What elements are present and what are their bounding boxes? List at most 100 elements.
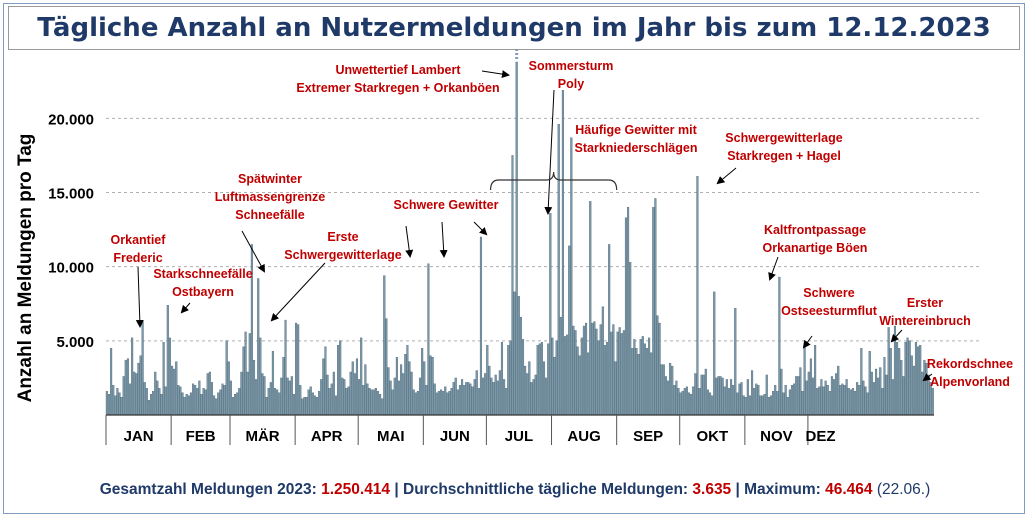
annotation-label: Erste Schwergewitterlage (284, 230, 401, 262)
bar (654, 198, 657, 416)
bar (154, 371, 157, 416)
bar (442, 391, 445, 416)
bar (482, 377, 485, 416)
bar (652, 207, 655, 416)
annotation-label: Schwere Ostseesturmflut (781, 286, 878, 318)
bar (393, 377, 396, 416)
bar (891, 379, 894, 416)
bar (240, 371, 243, 416)
bar (801, 391, 804, 416)
bar (160, 394, 163, 416)
bar (818, 386, 821, 416)
bar (666, 380, 670, 416)
bar (595, 328, 598, 416)
bar (278, 392, 281, 416)
bar (828, 391, 831, 416)
bar (114, 395, 117, 416)
bar (431, 356, 434, 416)
bar (902, 376, 905, 416)
bar (414, 392, 417, 416)
bar (183, 397, 186, 416)
bar (257, 278, 260, 416)
bar (593, 321, 596, 416)
bar (797, 376, 800, 416)
bar (807, 371, 810, 416)
bar (360, 337, 363, 416)
month-label: JAN (124, 428, 154, 445)
bar (696, 176, 699, 416)
bar (116, 388, 119, 416)
bar (862, 380, 865, 416)
bar (345, 388, 348, 416)
bar (145, 388, 148, 416)
bar (126, 358, 129, 416)
bar (572, 325, 575, 416)
bar (830, 376, 833, 416)
bar (210, 382, 214, 416)
bar (627, 207, 630, 416)
bar (301, 398, 304, 416)
annotation-arrow (135, 266, 144, 328)
bar (662, 364, 665, 416)
bar (229, 380, 232, 416)
bar (656, 315, 659, 416)
bar (568, 245, 571, 416)
bar (601, 306, 604, 416)
bar (597, 340, 600, 416)
bar (868, 351, 871, 416)
bar (885, 374, 888, 416)
bar (326, 374, 329, 416)
bar (650, 352, 653, 416)
annotation-line: Rekordschnee (927, 357, 1013, 371)
annotation-arrow (922, 373, 933, 382)
bar (242, 346, 245, 416)
bar (551, 337, 554, 416)
bar (307, 389, 310, 416)
bar (503, 379, 506, 416)
bar (757, 385, 760, 416)
annotation-label: Kaltfrontpassage Orkanartige Böen (763, 223, 868, 255)
bar (694, 373, 697, 416)
bar (574, 330, 577, 416)
outer-frame (3, 3, 1025, 514)
bar (566, 334, 569, 416)
bar (788, 389, 791, 416)
bar (841, 383, 844, 416)
bar (494, 374, 497, 416)
bar (435, 392, 438, 416)
bar (540, 342, 543, 416)
bar (746, 379, 749, 416)
bar (561, 90, 564, 416)
bar (330, 383, 333, 416)
annotation-line: Frederic (113, 251, 162, 265)
bar (324, 346, 327, 416)
bar (112, 385, 115, 416)
bar (866, 392, 869, 416)
bar (244, 331, 247, 416)
month-label: OKT (696, 428, 728, 445)
bar (347, 386, 350, 416)
bar (105, 391, 108, 416)
bar (456, 389, 459, 416)
bar (517, 296, 520, 416)
bar (923, 359, 926, 416)
bar (187, 395, 190, 416)
bar (313, 395, 316, 416)
bar (582, 325, 585, 416)
annotation-line: Poly (558, 77, 584, 91)
total-value: 1.250.414 (321, 481, 391, 498)
bar (618, 327, 621, 416)
bar (223, 385, 226, 416)
bar (545, 377, 548, 416)
bar (793, 383, 796, 416)
annotation-label: Schwergewitterlage Starkregen + Hagel (725, 131, 842, 163)
bar (620, 333, 623, 416)
bar (784, 385, 787, 416)
bar (738, 383, 741, 416)
bar (463, 385, 466, 416)
annotation-arrow (439, 221, 448, 258)
bar (671, 365, 674, 416)
bar (461, 379, 464, 416)
bar (910, 355, 913, 416)
bar (370, 389, 373, 416)
